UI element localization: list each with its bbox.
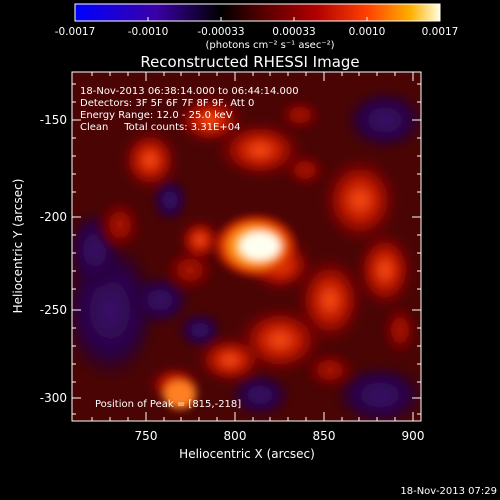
x-axis-label: Heliocentric X (arcsec): [179, 447, 315, 461]
x-tick-label: 900: [402, 429, 425, 443]
image-title: Reconstructed RHESSI Image: [140, 53, 359, 71]
colorbar-tick-label: -0.0017: [55, 26, 96, 38]
x-tick-label: 800: [224, 429, 247, 443]
y-tick-label: -200: [40, 210, 67, 224]
colorbar-ticks: [74, 17, 441, 21]
info-detectors: Detectors: 3F 5F 6F 7F 8F 9F, Att 0: [80, 98, 254, 109]
colorbar: -0.0017 -0.0010 -0.00033 0.00033 0.0010 …: [55, 3, 459, 51]
rhessi-image: [72, 72, 421, 421]
colorbar-tick-label: 0.0010: [349, 26, 386, 38]
colorbar-tick-label: -0.00033: [197, 26, 244, 38]
y-axis-label: Heliocentric Y (arcsec): [11, 179, 25, 314]
colorbar-gradient: [74, 3, 441, 22]
info-time-range: 18-Nov-2013 06:38:14.000 to 06:44:14.000: [80, 86, 299, 97]
y-tick-label: -300: [40, 391, 67, 405]
colorbar-tick-label: 0.00033: [272, 26, 315, 38]
plot-frame: [71, 71, 422, 422]
timestamp: 18-Nov-2013 07:29: [400, 486, 497, 497]
info-clean: Clean Total counts: 3.31E+04: [80, 122, 240, 133]
info-energy: Energy Range: 12.0 - 25.0 keV: [80, 110, 233, 121]
y-tick-label: -150: [40, 113, 67, 127]
axis-ticks: [72, 72, 421, 421]
x-tick-label: 750: [135, 429, 158, 443]
y-tick-label: -250: [40, 303, 67, 317]
x-tick-label: 850: [313, 429, 336, 443]
info-block: 18-Nov-2013 06:38:14.000 to 06:44:14.000…: [80, 86, 299, 133]
colorbar-tick-label: -0.0010: [128, 26, 169, 38]
colorbar-tick-label: 0.0017: [422, 26, 459, 38]
colorbar-units-label: (photons cm⁻² s⁻¹ asec⁻²): [205, 40, 334, 51]
peak-position-label: Position of Peak = [815,-218]: [95, 399, 241, 410]
